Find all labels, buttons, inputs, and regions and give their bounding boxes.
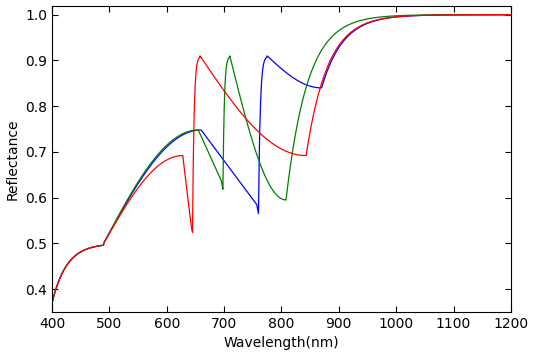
Y-axis label: Reflectance: Reflectance — [5, 118, 20, 200]
X-axis label: Wavelength(nm): Wavelength(nm) — [224, 336, 339, 350]
